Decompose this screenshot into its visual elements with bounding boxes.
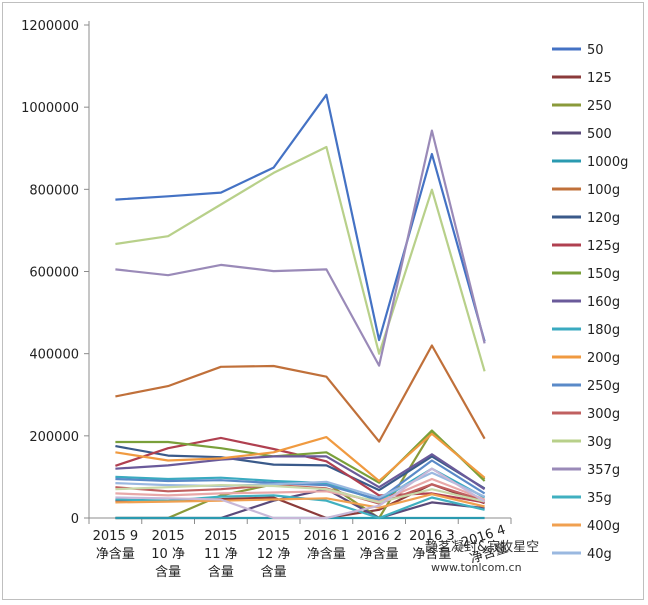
legend-entry: 35g <box>587 491 612 506</box>
x-tick-label: 2015 10 净含量 <box>151 529 185 580</box>
y-tick-label: 400000 <box>29 348 79 363</box>
legend-entry: 250g <box>587 379 620 394</box>
y-tick-label: 800000 <box>29 183 79 198</box>
watermark-line2: www.tonlcom.cn <box>431 561 522 574</box>
legend-entry: 150g <box>587 267 620 282</box>
series-line <box>115 477 485 503</box>
x-tick-label: 2016 1 净含量 <box>304 529 350 562</box>
legend-entry: 50 <box>587 43 604 58</box>
legend-entry: 125 <box>587 71 612 86</box>
legend-entry: 30g <box>587 435 612 450</box>
legend-entry: 120g <box>587 211 620 226</box>
y-tick-label: 200000 <box>29 430 79 445</box>
x-tick-label: 2015 11 净含量 <box>204 529 238 580</box>
legend-entry: 400g <box>587 519 620 534</box>
legend-entry: 300g <box>587 407 620 422</box>
series-line <box>115 467 486 520</box>
series-lines <box>115 93 486 520</box>
axes: 0 200000 400000 600000 800000 1000000 1200000 2… <box>21 19 512 580</box>
x-tick-label: 2015 12 净含量 <box>257 529 291 580</box>
legend-entry: 40g <box>587 547 612 562</box>
legend-entry: 200g <box>587 351 620 366</box>
legend-entry: 250 <box>587 99 612 114</box>
line-chart: 0 200000 400000 600000 800000 1000000 1200000 2… <box>21 19 628 580</box>
series-line <box>115 429 486 484</box>
series-line <box>115 344 486 443</box>
legend-entry: 100g <box>587 183 620 198</box>
legend-entry: 125g <box>587 239 620 254</box>
x-tick-label: 2016 2 净含量 <box>356 529 402 562</box>
y-tick-label: 600000 <box>29 266 79 281</box>
watermark: 静茗凝封&寂牧星空 www.tonlcom.cn <box>425 539 539 574</box>
series-line <box>115 432 486 483</box>
x-tick-label: 2015 9 净含量 <box>93 529 139 562</box>
legend-entry: 500 <box>587 127 612 142</box>
legend-entry: 180g <box>587 323 620 338</box>
y-tick-label: 1000000 <box>21 101 79 116</box>
legend-entry: 357g <box>587 463 620 478</box>
series-line <box>115 493 485 509</box>
legend-entry: 1000g <box>587 155 628 170</box>
series-line <box>115 145 486 372</box>
y-tick-label: 0 <box>71 512 79 527</box>
legend-entry: 160g <box>587 295 620 310</box>
series-line <box>115 484 485 504</box>
chart-frame: 0 200000 400000 600000 800000 1000000 1200000 2… <box>2 2 644 600</box>
series-line <box>115 129 486 367</box>
series-line <box>115 445 486 492</box>
series-line <box>115 453 486 491</box>
legend: 50 125 250 500 1000g 100g 120g 125g 150g 160g 180g… <box>552 43 628 562</box>
x-tick-label: 2016 3 净含量 <box>409 529 455 562</box>
series-line <box>115 93 486 342</box>
y-tick-label: 1200000 <box>21 19 79 34</box>
series-line <box>115 471 486 499</box>
watermark-line1: 静茗凝封&寂牧星空 <box>425 539 539 555</box>
